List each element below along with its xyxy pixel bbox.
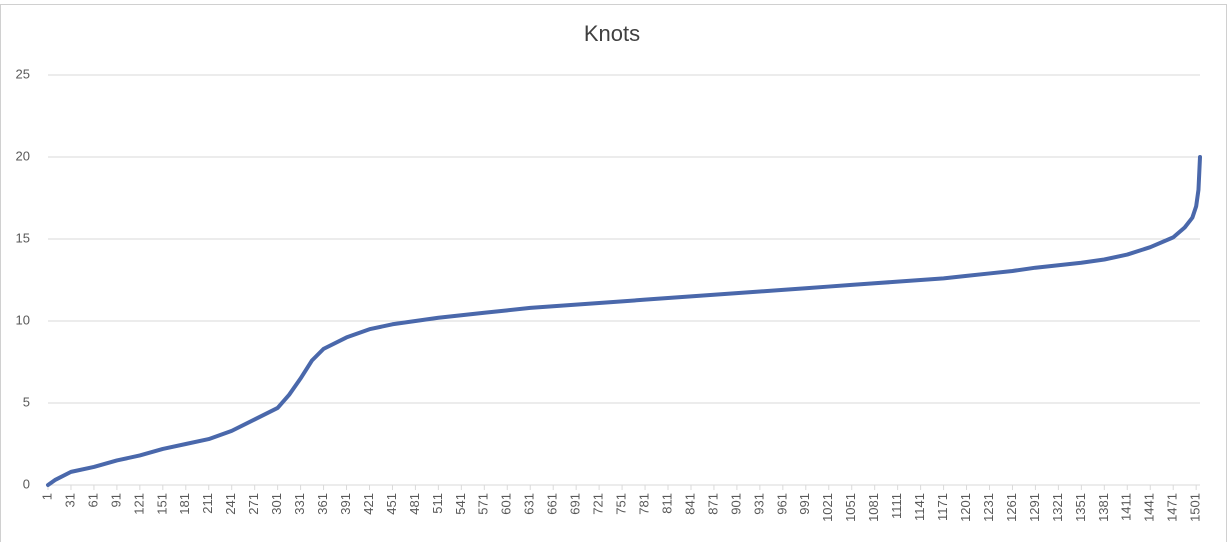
x-tick-label: 1171 xyxy=(935,493,950,521)
x-tick-label: 1471 xyxy=(1165,493,1180,522)
y-tick-label: 10 xyxy=(16,312,30,327)
x-tick-label: 421 xyxy=(361,493,376,515)
x-tick-label: 181 xyxy=(177,493,192,515)
x-tick-label: 1381 xyxy=(1096,493,1111,522)
x-tick-label: 541 xyxy=(453,493,468,515)
x-tick-label: 1441 xyxy=(1142,493,1157,522)
x-tick-label: 961 xyxy=(774,493,789,515)
x-tick-label: 691 xyxy=(568,493,583,515)
x-tick-label: 631 xyxy=(522,493,537,515)
x-tick-label: 511 xyxy=(430,493,445,514)
x-tick-label: 931 xyxy=(751,493,766,515)
x-tick-label: 1261 xyxy=(1004,493,1019,522)
x-tick-label: 121 xyxy=(131,493,146,515)
y-tick-label: 15 xyxy=(16,230,30,245)
x-tick-label: 31 xyxy=(62,493,77,507)
x-tick-label: 61 xyxy=(85,493,100,507)
x-tick-label: 661 xyxy=(545,493,560,515)
x-tick-label: 361 xyxy=(315,493,330,515)
x-tick-label: 91 xyxy=(108,493,123,507)
x-tick-label: 301 xyxy=(269,493,284,515)
y-tick-label: 20 xyxy=(16,148,30,163)
x-tick-label: 331 xyxy=(292,493,307,515)
x-tick-label: 721 xyxy=(591,493,606,515)
x-tick-label: 841 xyxy=(682,493,697,515)
x-tick-label: 871 xyxy=(705,493,720,515)
x-tick-label: 1201 xyxy=(958,493,973,522)
x-tick-label: 601 xyxy=(499,493,514,515)
x-tick-label: 991 xyxy=(797,493,812,515)
x-tick-label: 1081 xyxy=(866,493,881,522)
x-tick-label: 1141 xyxy=(912,493,927,521)
x-tick-label: 811 xyxy=(659,493,674,514)
x-tick-label: 481 xyxy=(407,493,422,515)
y-tick-label: 5 xyxy=(23,394,30,409)
x-tick-label: 211 xyxy=(200,493,215,514)
x-tick-label: 1231 xyxy=(981,493,996,522)
x-tick-label: 901 xyxy=(728,493,743,515)
x-tick-label: 1021 xyxy=(820,493,835,522)
x-tick-label: 751 xyxy=(614,493,629,515)
chart-title: Knots xyxy=(584,21,640,46)
x-tick-label: 1291 xyxy=(1027,493,1042,522)
x-tick-label: 271 xyxy=(246,493,261,515)
data-line xyxy=(46,155,1202,487)
y-tick-label: 0 xyxy=(23,476,30,491)
y-tick-label: 25 xyxy=(16,66,30,81)
x-tick-label: 781 xyxy=(636,493,651,515)
x-tick-label: 151 xyxy=(154,493,169,515)
x-tick-label: 1321 xyxy=(1050,493,1065,522)
chart-frame xyxy=(0,4,1227,542)
x-tick-label: 241 xyxy=(223,493,238,515)
x-tick-label: 1111 xyxy=(889,493,904,519)
x-tick-label: 451 xyxy=(384,493,399,515)
x-tick-label: 1 xyxy=(39,493,54,500)
x-tick-label: 1501 xyxy=(1188,493,1203,522)
x-tick-label: 391 xyxy=(338,493,353,515)
x-tick-label: 1051 xyxy=(843,493,858,522)
x-tick-label: 571 xyxy=(476,493,491,515)
x-tick-label: 1411 xyxy=(1119,493,1134,521)
x-tick-label: 1351 xyxy=(1073,493,1088,522)
